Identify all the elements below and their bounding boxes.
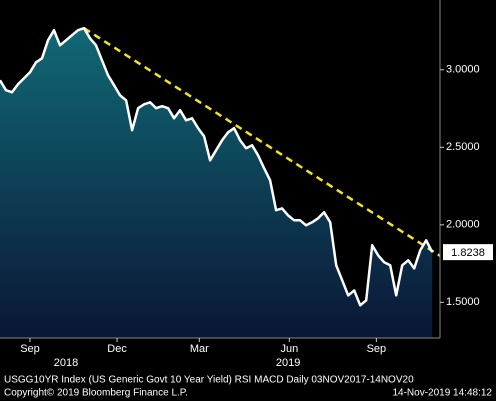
x-tick-label: Jun — [280, 343, 298, 355]
area-fill — [0, 28, 433, 338]
line — [0, 26, 434, 307]
year-label: 2018 — [54, 357, 78, 369]
x-tick-label: Mar — [190, 343, 209, 355]
footer-time: 14-Nov-2019 14:48:12 — [392, 388, 492, 399]
y-tick-label: 2.0000 — [446, 219, 480, 231]
y-tick-label: 2.5000 — [446, 141, 480, 153]
last-value-box — [443, 244, 493, 261]
footer-title: USGG10YR Index (US Generic Govt 10 Year … — [4, 375, 414, 386]
x-tick-label: Dec — [107, 343, 127, 355]
footer-copyright: Copyright© 2019 Bloomberg Finance L.P. — [4, 388, 188, 399]
last-value-label: 1.8238 — [451, 247, 485, 259]
x-tick-label: Sep — [367, 343, 387, 355]
y-tick-label: 3.0000 — [446, 64, 480, 76]
trendline — [83, 27, 441, 257]
year-label: 2019 — [276, 357, 300, 369]
y-tick-label: 1.5000 — [446, 296, 480, 308]
x-tick-label: Sep — [20, 343, 40, 355]
